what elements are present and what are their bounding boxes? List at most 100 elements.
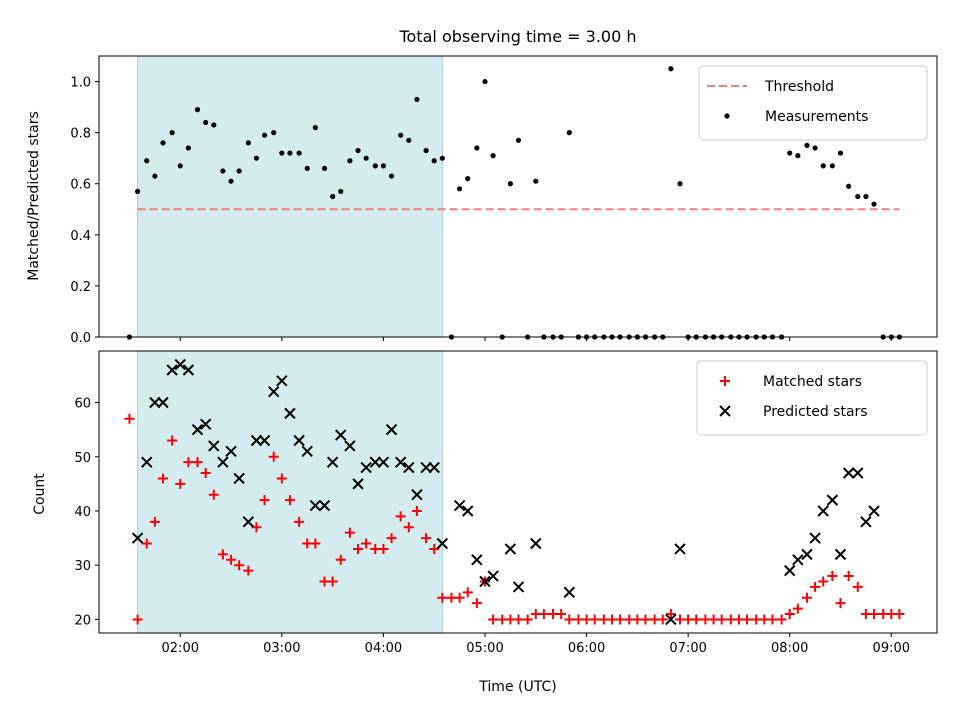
matched-point [767, 614, 778, 625]
measurement-point [837, 150, 844, 156]
legend-label: Measurements [765, 109, 868, 125]
top-panel: 0.0 0.2 0.4 0.6 0.8 1.0 Threshold Measurements [70, 55, 938, 346]
measurement-point [347, 158, 353, 164]
y-tick-label: 0.0 [70, 331, 91, 346]
measurement-point [236, 168, 242, 174]
matched-point [742, 614, 753, 625]
matched-point [276, 473, 287, 484]
matched-point [167, 435, 178, 446]
predicted-point [335, 429, 347, 441]
predicted-point [344, 440, 356, 452]
predicted-point [369, 456, 381, 468]
predicted-point [834, 548, 847, 561]
measurement-point [812, 145, 818, 151]
predicted-point [385, 423, 398, 436]
measurement-point [169, 130, 175, 136]
predicted-point [182, 364, 195, 376]
matched-point [268, 451, 279, 462]
matched-point [843, 571, 854, 582]
measurement-point [677, 181, 683, 187]
matched-point [243, 565, 254, 576]
matched-point [175, 478, 186, 489]
predicted-point [199, 418, 212, 430]
measurement-point [863, 193, 869, 200]
predicted-point [233, 472, 245, 485]
measurement-point [245, 140, 251, 146]
measurement-point [855, 193, 861, 200]
predicted-point [852, 467, 864, 479]
legend-matched-swatch [720, 376, 730, 386]
predicted-point [674, 543, 686, 555]
predicted-point [563, 586, 576, 599]
predicted-point [293, 434, 305, 447]
predicted-point [801, 548, 813, 561]
measurement-point [211, 122, 217, 128]
measurement-point [296, 150, 302, 156]
matched-point [835, 598, 846, 609]
x-tick-label: 06:00 [568, 641, 605, 656]
predicted-point [326, 456, 339, 468]
legend-box [696, 360, 928, 436]
shaded-region [137, 55, 443, 338]
matched-point [776, 614, 787, 625]
y-tick-label: 20 [74, 613, 91, 628]
measurement-point [846, 183, 852, 189]
predicted-point [174, 358, 186, 371]
predicted-point [250, 434, 263, 447]
measurement-point [287, 150, 293, 156]
measurement-point [507, 181, 513, 187]
predicted-point [868, 505, 880, 517]
matched-point [149, 516, 160, 527]
measurement-point [203, 119, 209, 126]
predicted-point [394, 456, 407, 468]
matched-point [217, 549, 228, 560]
predicted-point [487, 570, 499, 582]
measurement-point [271, 130, 277, 136]
measurement-point [431, 158, 437, 164]
matched-point [353, 543, 364, 554]
matched-point [691, 614, 702, 625]
measurement-point [220, 168, 226, 174]
measurement-point [388, 173, 395, 179]
matched-point [259, 495, 270, 506]
measurement-point [261, 132, 268, 138]
matched-point [538, 609, 549, 620]
measurement-point [515, 137, 522, 143]
predicted-point [826, 494, 839, 506]
predicted-point [208, 440, 220, 452]
y-tick-label: 0.8 [70, 127, 91, 142]
legend-box [698, 65, 928, 141]
y-tick-label: 0.2 [70, 280, 91, 295]
predicted-point [225, 445, 237, 458]
predicted-point [360, 461, 372, 474]
measurement-point [338, 188, 344, 194]
measurement-point [465, 176, 471, 182]
matched-point [429, 543, 440, 554]
matched-point [411, 505, 422, 516]
measurement-point [668, 66, 674, 72]
y-tick-label: 0.4 [70, 229, 91, 244]
measurement-point [566, 130, 572, 136]
measurement-point [134, 188, 141, 194]
measurement-point [279, 150, 285, 156]
matched-point [556, 609, 567, 620]
matched-point [294, 516, 305, 527]
y-tick-label: 50 [74, 451, 91, 466]
x-tick-label: 04:00 [365, 641, 402, 656]
matched-point [852, 581, 863, 592]
measurement-point [423, 147, 429, 154]
x-tick-label: 02:00 [162, 641, 199, 656]
predicted-point [268, 385, 280, 398]
x-tick-label: 08:00 [771, 641, 808, 656]
predicted-point [403, 461, 415, 474]
predicted-point [512, 581, 525, 593]
predicted-point [817, 505, 829, 517]
matched-point [192, 457, 203, 468]
matched-point [810, 581, 821, 592]
predicted-point [131, 532, 144, 544]
measurement-point [321, 165, 328, 171]
measurement-point [787, 150, 793, 156]
measurement-point [533, 178, 539, 184]
predicted-point [284, 407, 296, 420]
